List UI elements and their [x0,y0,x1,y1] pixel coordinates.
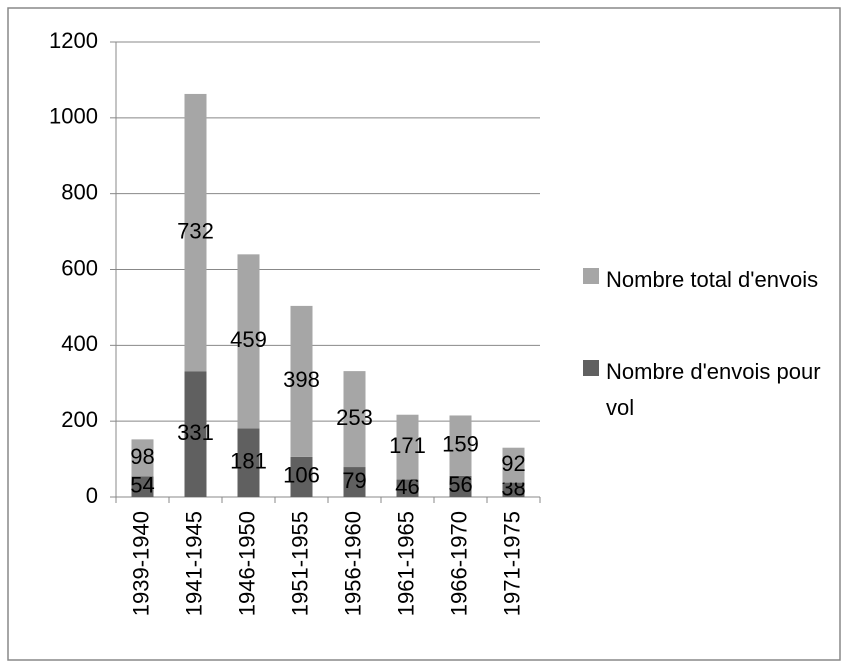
legend-label: Nombre total d'envois [606,267,819,292]
x-tick-label: 1961-1965 [393,511,418,616]
x-tick-label: 1956-1960 [340,511,365,616]
chart-border [7,7,841,661]
data-label: 181 [230,448,267,473]
data-label: 398 [283,367,320,392]
bar-segment [237,254,260,429]
data-label: 159 [442,431,479,456]
data-label: 253 [336,405,373,430]
x-tick-label: 1946-1950 [234,511,259,616]
data-label: 54 [130,473,154,498]
legend-swatch [583,360,599,376]
y-tick-label: 800 [61,179,98,204]
data-label: 171 [389,433,426,458]
bar-segment [396,414,419,480]
data-label: 92 [501,451,525,476]
bar-segment [502,482,525,497]
x-tick-label: 1971-1975 [499,511,524,616]
data-label: 331 [177,420,214,445]
bar-segment [290,305,313,457]
data-label: 459 [230,327,267,352]
bar-segment [396,479,419,497]
y-tick-label: 400 [61,331,98,356]
bar-segment [237,428,260,497]
y-tick-label: 600 [61,255,98,280]
data-label: 56 [448,472,472,497]
bar-segment [449,475,472,497]
y-tick-label: 1000 [49,104,98,129]
bar-segment [502,447,525,483]
x-tick-label: 1939-1940 [128,511,153,616]
legend-label: Nombre d'envois pour vol [606,359,821,420]
x-tick-label: 1941-1945 [181,511,206,616]
x-tick-label: 1951-1955 [287,511,312,616]
bar-segment [184,371,207,497]
legend-swatch [583,268,599,284]
bar-segment [184,93,207,372]
x-tick-label: 1966-1970 [446,511,471,616]
data-label: 98 [130,444,154,469]
y-tick-label: 1200 [49,28,98,53]
bar-segment [131,476,154,497]
data-label: 79 [342,468,366,493]
bar-segment [343,371,366,468]
y-tick-label: 0 [86,483,98,508]
y-tick-label: 200 [61,407,98,432]
bar-segment [290,456,313,497]
data-label: 732 [177,219,214,244]
bar-segment [449,415,472,476]
data-label: 106 [283,463,320,488]
bar-segment [343,467,366,497]
bar-segment [131,439,154,477]
